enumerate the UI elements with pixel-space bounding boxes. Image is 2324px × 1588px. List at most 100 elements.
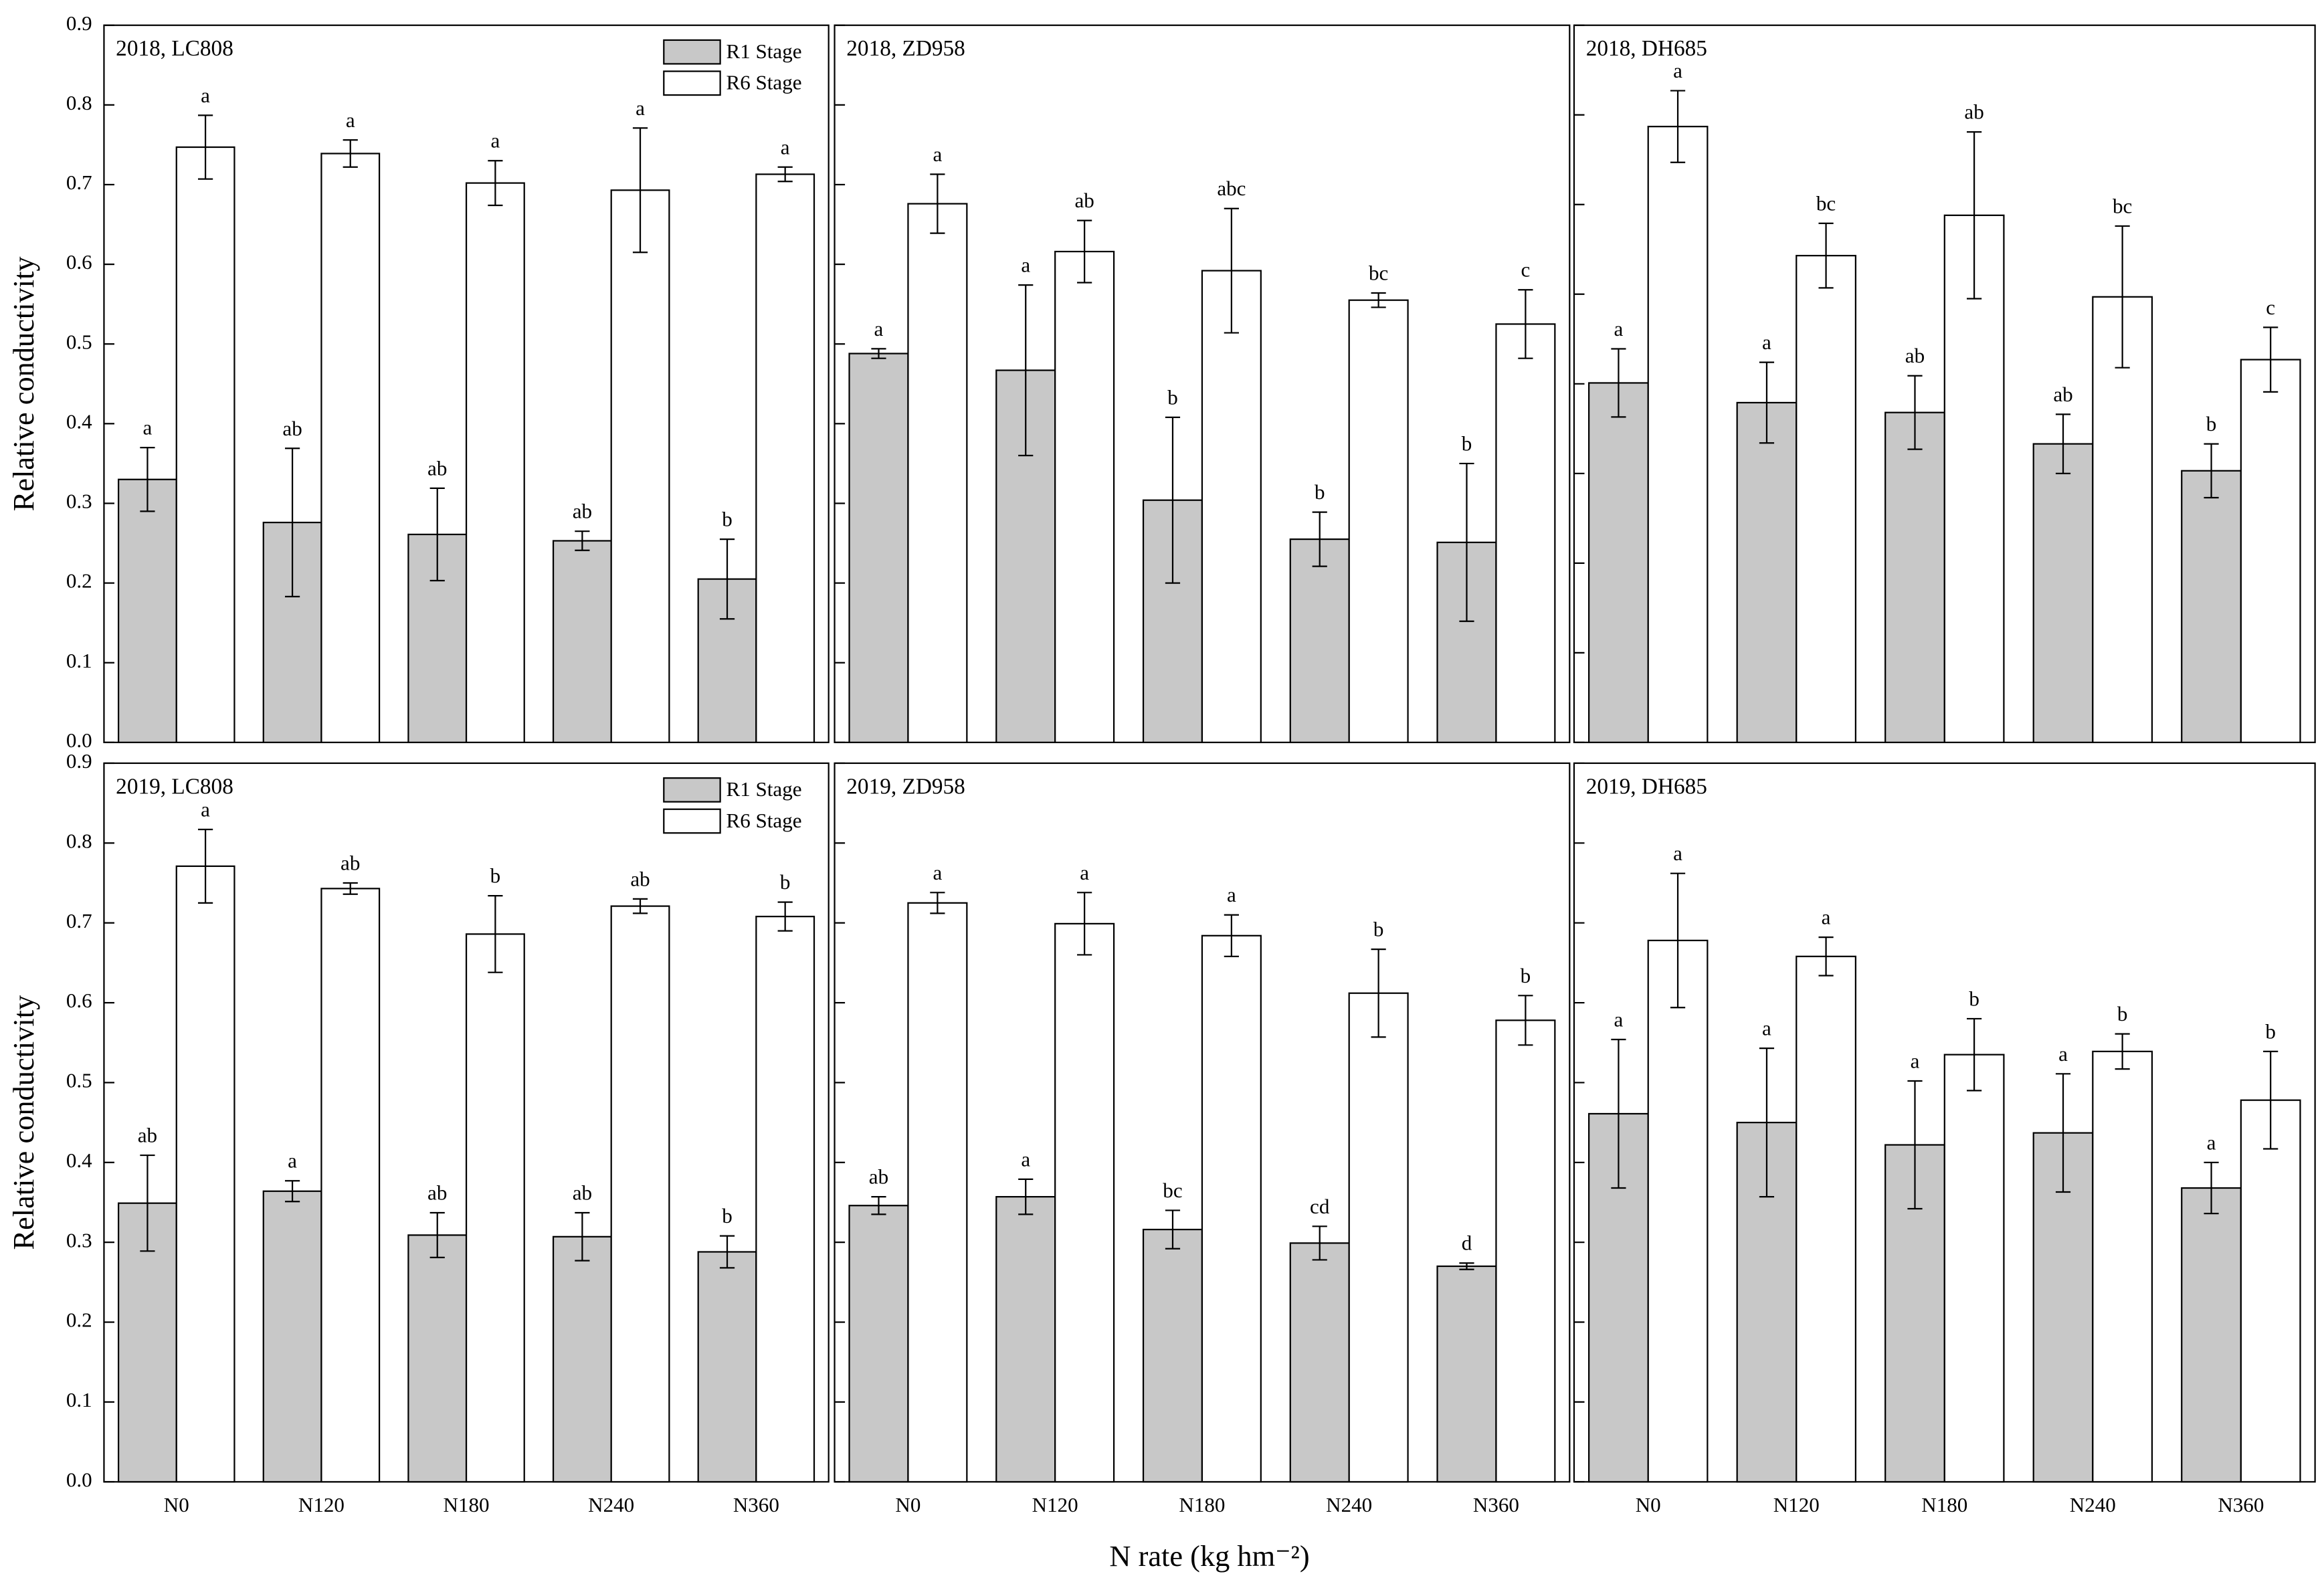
panel-title: 2018, ZD958: [846, 36, 965, 61]
significance-letter: a: [1762, 330, 1771, 354]
bar: [697, 1251, 757, 1483]
bar: [2181, 470, 2242, 743]
bar: [1054, 922, 1115, 1483]
bar: [1201, 934, 1262, 1483]
significance-letter: a: [1021, 1147, 1030, 1171]
bar: [552, 540, 612, 743]
error-bar: [2204, 1161, 2219, 1215]
error-bar: [343, 139, 358, 168]
error-bar: [343, 882, 358, 895]
error-bar: [1459, 462, 1474, 622]
y-tick-label: 0.7: [66, 909, 92, 932]
error-bar: [1077, 219, 1092, 284]
significance-letter: b: [1521, 964, 1531, 987]
error-bar: [284, 448, 300, 597]
error-bar: [1670, 90, 1686, 163]
error-bar: [1077, 892, 1092, 956]
significance-letter: ab: [282, 417, 302, 440]
significance-letter: ab: [427, 1181, 447, 1204]
x-tick-label: N240: [2070, 1493, 2116, 1516]
error-bar: [871, 1196, 886, 1215]
legend-label: R1 Stage: [727, 39, 802, 63]
y-tick-label: 0.8: [66, 829, 92, 852]
y-tick-label: 0.7: [66, 171, 92, 194]
error-bar: [1371, 292, 1386, 308]
bar: [175, 146, 235, 743]
error-bar: [2263, 1050, 2279, 1150]
bar: [262, 1190, 322, 1483]
significance-letter: b: [1969, 987, 1979, 1010]
significance-letter: ab: [869, 1165, 888, 1189]
bar: [1796, 955, 1856, 1483]
x-tick-label: N120: [1032, 1493, 1078, 1516]
significance-letter: a: [201, 798, 210, 821]
error-bar: [930, 173, 945, 234]
x-tick-label: N120: [1773, 1493, 1820, 1516]
significance-letter: a: [1673, 841, 1682, 865]
significance-letter: a: [1227, 883, 1236, 906]
x-tick-label: N360: [733, 1493, 779, 1516]
bar: [1884, 411, 1945, 743]
significance-letter: ab: [1905, 344, 1925, 367]
bar: [2032, 443, 2094, 743]
significance-letter: bc: [1163, 1179, 1182, 1202]
significance-letter: a: [1911, 1050, 1920, 1073]
bar: [1289, 1242, 1350, 1483]
error-bar: [1165, 1209, 1181, 1250]
error-bar: [1518, 995, 1533, 1046]
error-bar: [2204, 443, 2219, 499]
x-tick-label: N240: [1326, 1493, 1372, 1516]
bar: [1436, 1265, 1497, 1483]
error-bar: [1312, 1225, 1327, 1261]
bar: [2240, 359, 2301, 743]
bar: [407, 1234, 468, 1483]
legend-swatch: [663, 777, 721, 803]
x-tick-label: N180: [444, 1493, 490, 1516]
significance-letter: a: [1021, 254, 1030, 277]
significance-letter: b: [780, 870, 791, 894]
x-tick-label: N360: [1473, 1493, 1519, 1516]
error-bar: [1611, 348, 1626, 418]
bar: [1796, 255, 1856, 743]
error-bar: [1518, 289, 1533, 359]
significance-letter: a: [933, 861, 942, 884]
bar: [465, 933, 525, 1483]
error-bar: [575, 1211, 590, 1262]
bar: [755, 916, 815, 1483]
error-bar: [488, 894, 503, 973]
y-tick-label: 0.3: [66, 1228, 92, 1252]
significance-letter: a: [2058, 1042, 2068, 1066]
significance-letter: c: [2266, 296, 2275, 319]
y-tick-label: 0.0: [66, 728, 92, 752]
error-bar: [429, 1211, 445, 1258]
y-axis-label: Relative conductivity: [7, 256, 40, 512]
error-bar: [1459, 1262, 1474, 1270]
significance-letter: a: [1614, 1007, 1624, 1031]
error-bar: [1224, 914, 1239, 957]
y-axis-label: Relative conductivity: [7, 995, 40, 1250]
bar: [1647, 939, 1709, 1483]
bar: [262, 521, 322, 743]
error-bar: [871, 348, 886, 359]
panel-title: 2019, LC808: [116, 774, 233, 799]
significance-letter: cd: [1310, 1195, 1330, 1218]
error-bar: [1165, 416, 1181, 584]
bar: [1495, 323, 1556, 743]
bar: [1647, 126, 1709, 743]
significance-letter: a: [874, 317, 884, 340]
error-bar: [575, 530, 590, 551]
y-tick-label: 0.8: [66, 91, 92, 114]
bar: [1348, 992, 1409, 1483]
x-tick-label: N180: [1179, 1493, 1225, 1516]
error-bar: [777, 901, 793, 932]
error-bar: [1907, 1080, 1923, 1210]
x-tick-label: N0: [1636, 1493, 1661, 1516]
bar: [848, 353, 909, 743]
error-bar: [1759, 1047, 1775, 1198]
error-bar: [2115, 1033, 2130, 1070]
bar: [848, 1205, 909, 1483]
significance-letter: ab: [138, 1124, 157, 1147]
significance-letter: a: [346, 108, 355, 132]
error-bar: [1967, 131, 1982, 300]
bar: [1736, 401, 1798, 743]
